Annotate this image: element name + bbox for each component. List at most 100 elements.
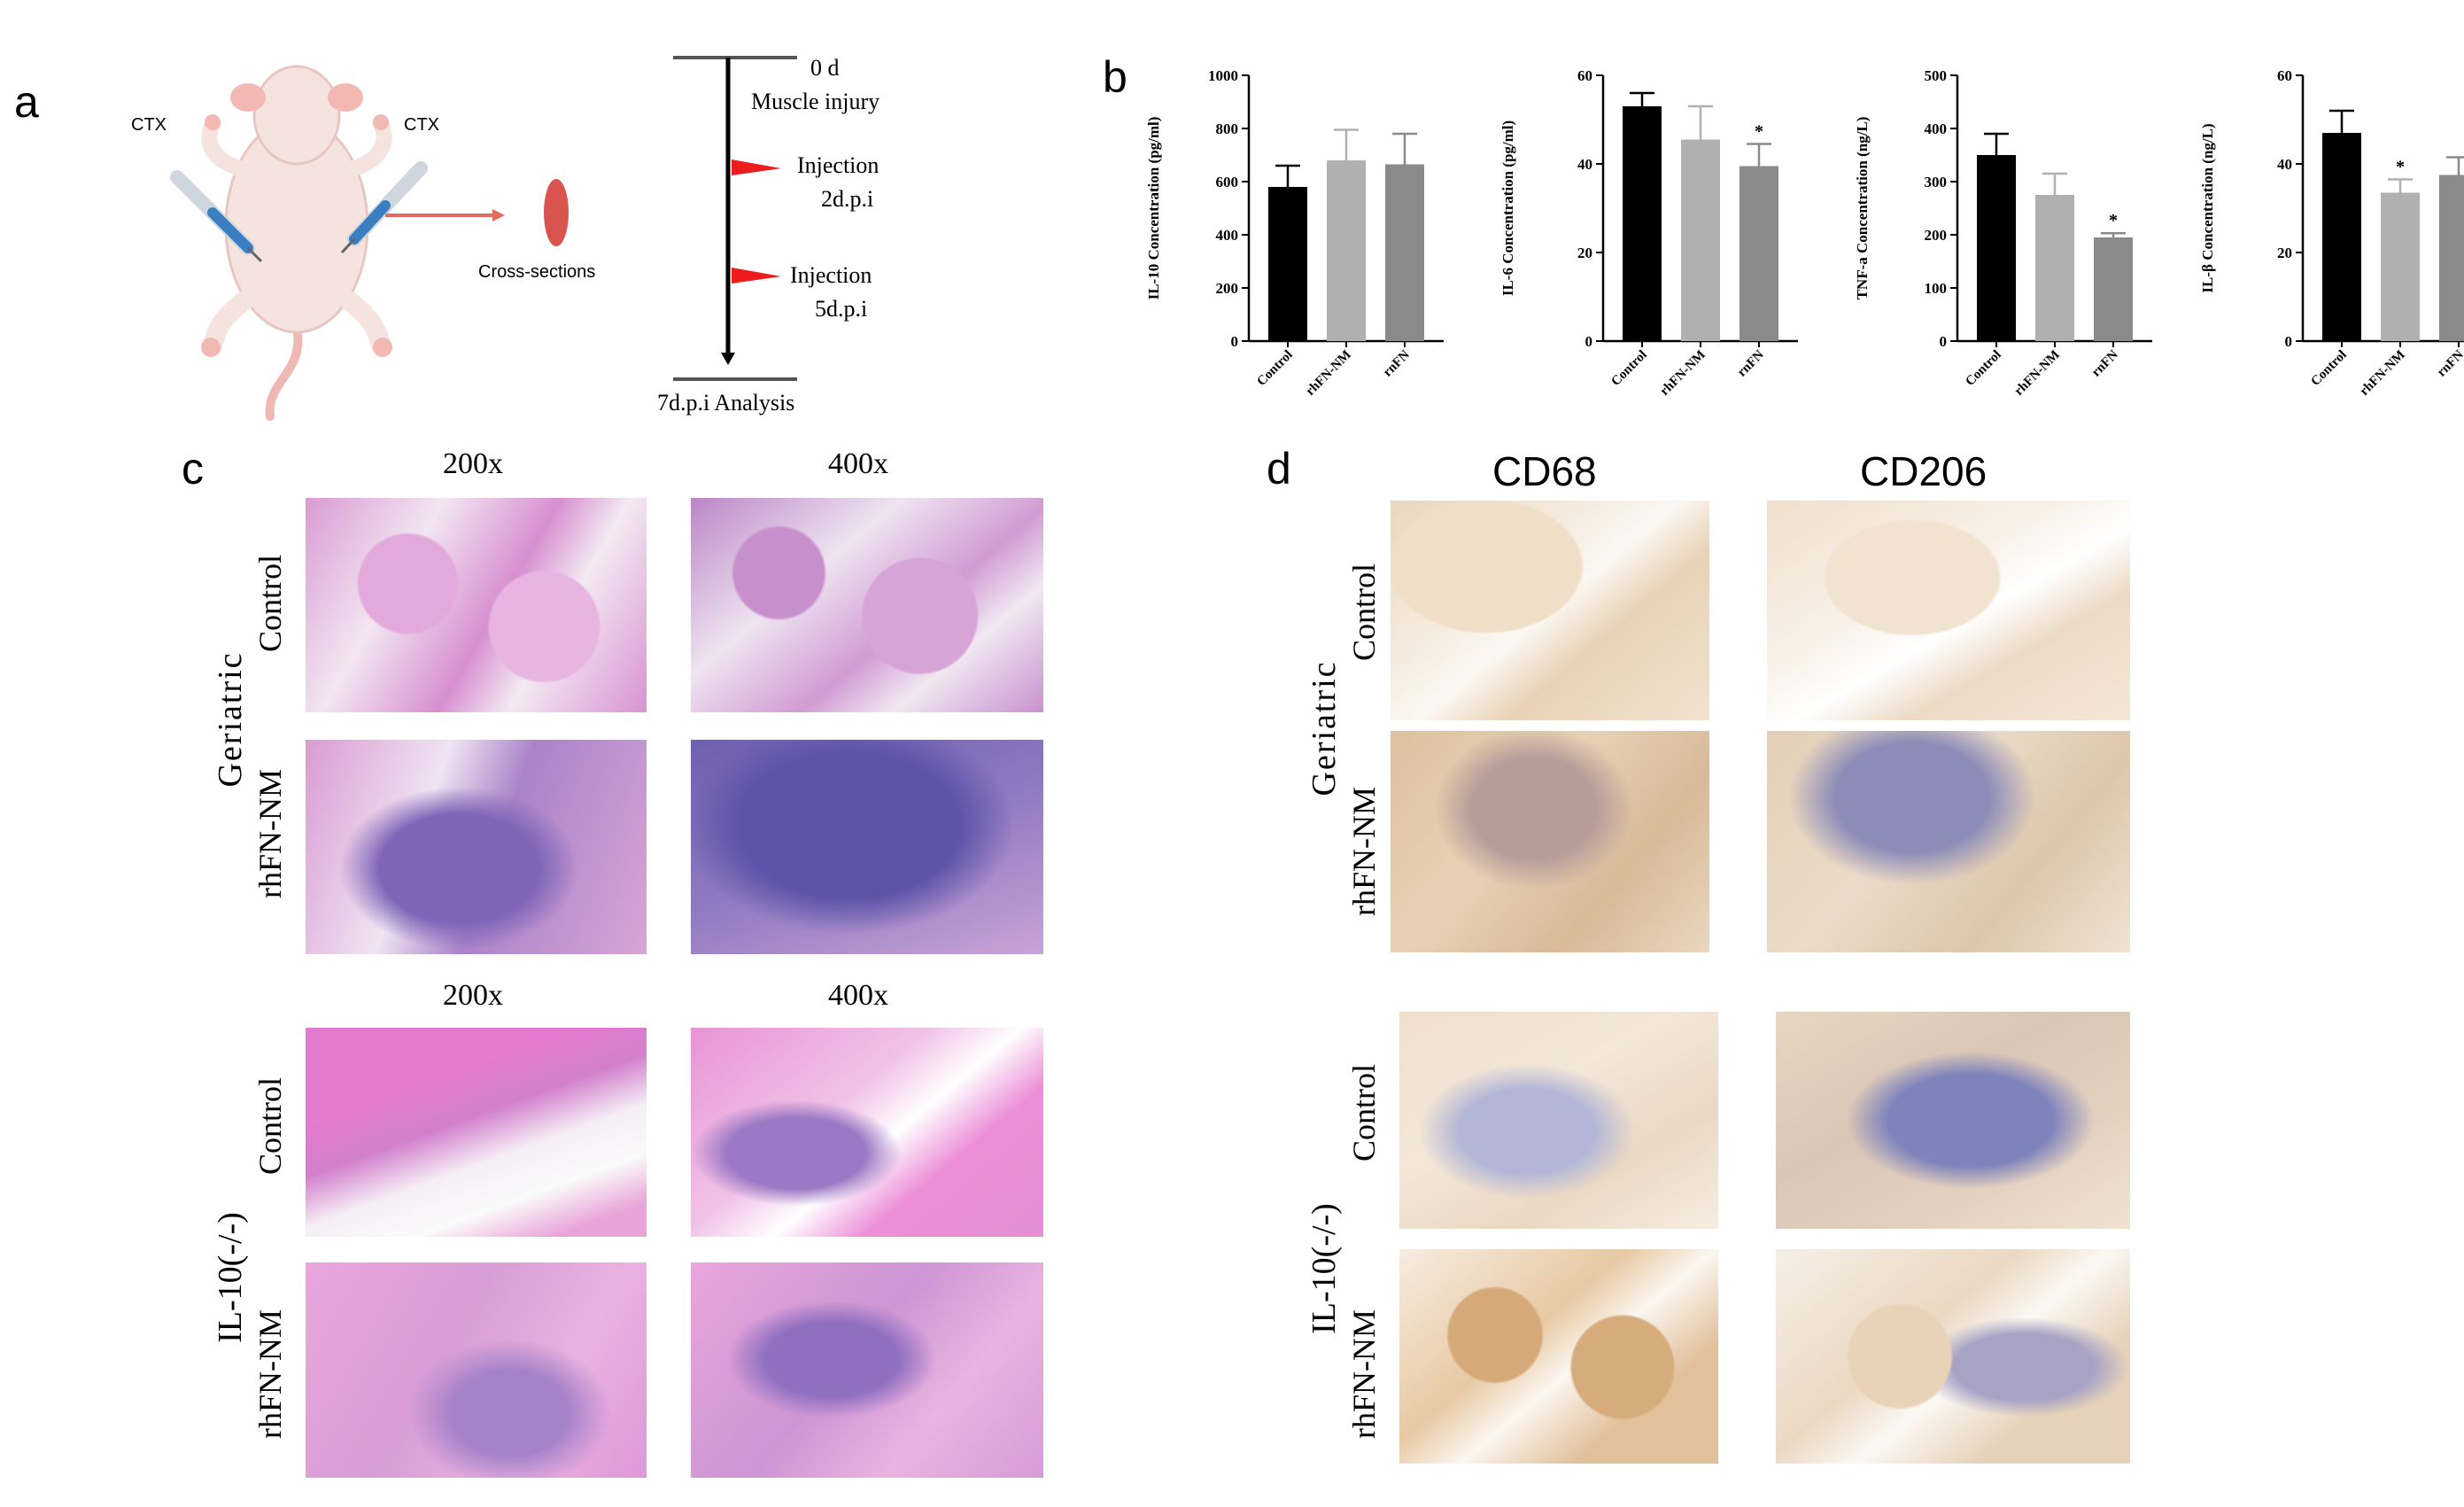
injection-flag-2-icon xyxy=(732,268,781,284)
he-il10-control-400x xyxy=(691,1028,1043,1237)
ihc-geriatric-control-cd68 xyxy=(1391,501,1709,720)
ihc-il10-rhfn-cd68 xyxy=(1399,1249,1718,1464)
c-row-control-1: Control xyxy=(252,555,288,653)
x-tick-label: rhFN-NM xyxy=(1658,348,1709,399)
y-tick-label: 0 xyxy=(1231,333,1239,350)
timeline-analysis: 7d.p.i Analysis xyxy=(657,390,795,416)
c-group-il10: IL-10(-/-) xyxy=(212,1212,249,1343)
y-tick-label: 400 xyxy=(1216,227,1239,244)
syringe-left-icon xyxy=(170,170,263,263)
c-mag-200-top: 200x xyxy=(443,447,503,480)
timeline-muscle-injury: Muscle injury xyxy=(751,89,880,114)
d-row-control-1: Control xyxy=(1346,563,1382,662)
y-tick-label: 60 xyxy=(1577,67,1592,84)
x-tick-label: Control xyxy=(1608,348,1649,389)
bar-control xyxy=(2322,133,2361,341)
he-geriatric-rhfn-200x xyxy=(306,740,647,954)
ihc-il10-rhfn-cd206 xyxy=(1776,1249,2130,1464)
mouse-injury-schematic xyxy=(170,65,569,421)
y-tick-label: 500 xyxy=(1925,67,1948,84)
panel-letter-d: d xyxy=(1267,444,1291,493)
bar-control xyxy=(1977,155,2016,341)
y-tick-label: 1000 xyxy=(1208,67,1238,84)
ylabel: IL-6 Concentration (pg/ml) xyxy=(1499,120,1516,296)
y-tick-label: 40 xyxy=(2277,156,2292,173)
y-tick-label: 800 xyxy=(1216,120,1239,137)
c-group-geriatric: Geriatric xyxy=(212,651,249,788)
y-tick-label: 400 xyxy=(1925,120,1948,137)
he-geriatric-control-400x xyxy=(691,498,1043,712)
y-tick-label: 100 xyxy=(1925,280,1948,297)
significance-star: * xyxy=(2109,211,2118,230)
x-tick-label: Control xyxy=(1963,348,2003,389)
c-row-control-2: Control xyxy=(252,1077,288,1176)
y-tick-label: 200 xyxy=(1925,227,1948,244)
d-col-cd206: CD206 xyxy=(1860,448,1987,494)
cross-sections-label: Cross-sections xyxy=(478,262,596,282)
y-tick-label: 300 xyxy=(1925,174,1948,190)
c-row-treat-1: rhFN-NM xyxy=(252,769,288,899)
bar-rnfn xyxy=(1385,164,1424,341)
c-row-treat-2: rhFN-NM xyxy=(252,1309,288,1440)
d-group-il10: IL-10(-/-) xyxy=(1306,1203,1343,1334)
bar-rnfn xyxy=(1740,166,1778,341)
significance-star: * xyxy=(1755,122,1763,142)
d-row-treat-1: rhFN-NM xyxy=(1346,787,1382,917)
syringe-right-icon xyxy=(340,161,428,254)
timeline-day-0: 0 d xyxy=(810,55,840,81)
x-tick-label: Control xyxy=(1254,348,1295,389)
bar-rnfn xyxy=(2094,237,2133,341)
d-col-cd68: CD68 xyxy=(1492,448,1597,494)
x-tick-label: rhFN-NM xyxy=(1304,348,1354,399)
y-tick-label: 0 xyxy=(1585,333,1593,350)
he-geriatric-control-200x xyxy=(306,498,647,712)
y-tick-label: 0 xyxy=(2285,333,2293,350)
ihc-geriatric-control-cd206 xyxy=(1767,501,2130,720)
injection-flag-1-icon xyxy=(732,159,781,175)
x-tick-label: rhFN-NM xyxy=(2012,348,2063,399)
ihc-geriatric-rhfn-cd206 xyxy=(1767,731,2130,952)
timeline-injection-1: Injection xyxy=(797,152,879,178)
he-il10-rhfn-200x xyxy=(306,1262,647,1478)
he-il10-rhfn-400x xyxy=(691,1262,1043,1478)
he-geriatric-rhfn-400x xyxy=(691,740,1043,954)
y-tick-label: 20 xyxy=(1577,245,1592,261)
y-tick-label: 600 xyxy=(1216,174,1239,190)
bar-rnfn xyxy=(2439,175,2464,341)
panel-letter-c: c xyxy=(182,444,204,493)
y-tick-label: 20 xyxy=(2277,245,2292,261)
he-il10-control-200x xyxy=(306,1028,647,1237)
c-mag-400-bot: 400x xyxy=(828,979,888,1012)
ihc-geriatric-rhfn-cd68 xyxy=(1391,731,1709,952)
ctx-label-left: CTX xyxy=(131,115,167,135)
muscle-icon xyxy=(544,179,569,246)
x-tick-label: Control xyxy=(2308,348,2349,389)
x-tick-label: rnFN xyxy=(2089,347,2121,379)
y-tick-label: 200 xyxy=(1216,280,1239,297)
bar-rhfn-nm xyxy=(1327,160,1366,341)
chart-tnfa: TNF-a Concentration (ng/L) 0 100 200 300 400 5… xyxy=(1854,67,2152,399)
bar-rhfn-nm xyxy=(1681,139,1720,341)
d-row-control-2: Control xyxy=(1346,1064,1382,1162)
panel-letter-b: b xyxy=(1103,52,1127,102)
timeline-injection-1-day: 2d.p.i xyxy=(821,186,874,212)
y-tick-label: 0 xyxy=(1940,333,1948,350)
ctx-label-right: CTX xyxy=(404,115,439,135)
timeline-injection-2: Injection xyxy=(790,262,872,288)
x-tick-label: rnFN xyxy=(1735,347,1767,379)
c-mag-200-bot: 200x xyxy=(443,979,503,1012)
d-row-treat-2: rhFN-NM xyxy=(1346,1309,1382,1440)
chart-il10: IL-10 Concentration (pg/ml) 0 200 400 600 800… xyxy=(1145,67,1444,399)
chart-ilb: IL-β Concentration (ng/L) 0 20 40 60 Control *… xyxy=(2199,67,2464,399)
ihc-il10-control-cd206 xyxy=(1776,1012,2130,1229)
d-group-geriatric: Geriatric xyxy=(1306,660,1343,796)
bar-control xyxy=(1623,106,1662,341)
ihc-il10-control-cd68 xyxy=(1399,1012,1718,1229)
timeline xyxy=(673,56,797,381)
chart-il6: IL-6 Concentration (pg/ml) 0 20 40 60 Control… xyxy=(1499,67,1798,399)
timeline-injection-2-day: 5d.p.i xyxy=(815,296,868,322)
bar-control xyxy=(1268,187,1307,341)
x-tick-label: rhFN-NM xyxy=(2358,348,2408,399)
x-tick-label: rnFN xyxy=(2435,347,2464,379)
ylabel: IL-β Concentration (ng/L) xyxy=(2199,123,2216,292)
